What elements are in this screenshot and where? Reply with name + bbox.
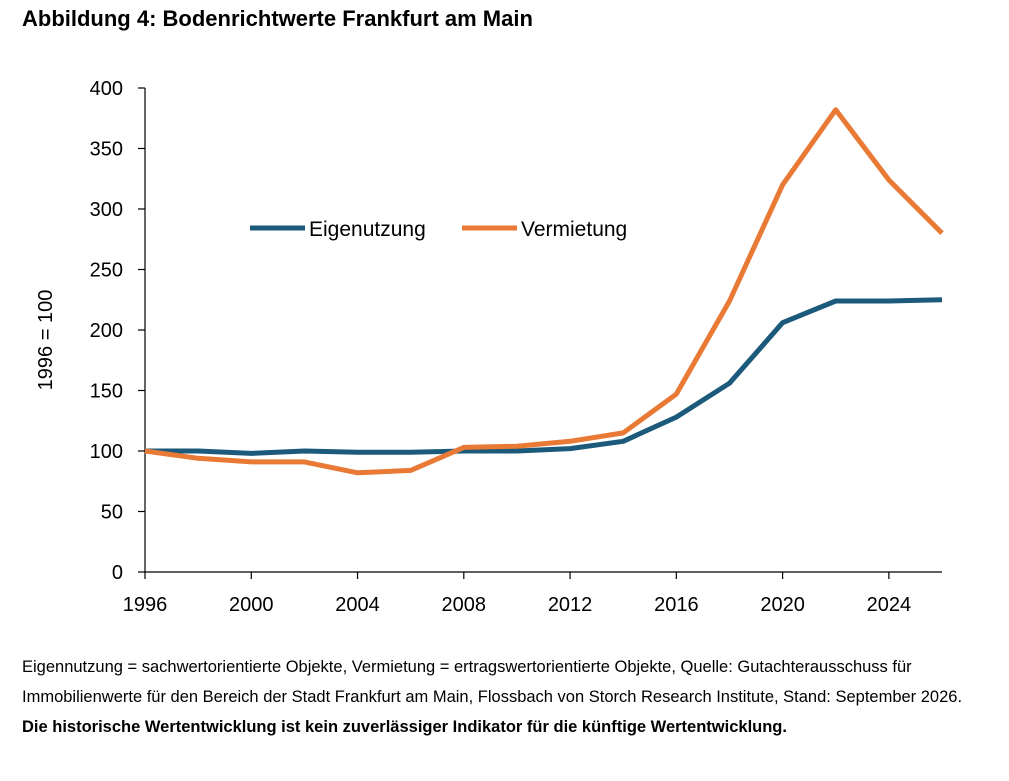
x-tick-label: 2016 (654, 594, 699, 616)
series-lines (144, 107, 944, 476)
footnote: Eigennutzung = sachwertorientierte Objek… (22, 652, 987, 742)
footnote-text: Eigennutzung = sachwertorientierte Objek… (22, 658, 963, 706)
y-axis-label: 1996 = 100 (35, 290, 57, 391)
y-tick-label: 350 (90, 139, 123, 161)
legend-label: Eigenutzung (309, 218, 426, 241)
legend: Eigenutzung Vermietung (250, 218, 627, 241)
series-line-eigenutzung (145, 297, 943, 456)
y-axis: 0 50 100 150 200 250 300 350 400 (90, 78, 146, 584)
y-tick-label: 150 (90, 381, 123, 403)
y-tick-label: 100 (90, 441, 123, 463)
x-tick-label: 1996 (123, 594, 168, 616)
x-tick-label: 2024 (867, 594, 912, 616)
legend-label: Vermietung (521, 218, 627, 241)
x-tick-label: 2000 (229, 594, 274, 616)
x-tick-label: 2008 (442, 594, 487, 616)
x-tick-label: 2020 (760, 594, 805, 616)
y-tick-label: 400 (90, 78, 123, 100)
x-axis: 1996 2000 2004 2008 2012 2016 2020 2024 (123, 571, 942, 616)
y-tick-label: 250 (90, 260, 123, 282)
y-tick-label: 0 (112, 562, 123, 584)
x-tick-label: 2012 (548, 594, 593, 616)
chart-title: Abbildung 4: Bodenrichtwerte Frankfurt a… (22, 6, 533, 31)
y-tick-label: 300 (90, 199, 123, 221)
series-line-vermietung (144, 107, 944, 476)
y-tick-label: 50 (101, 502, 123, 524)
y-tick-label: 200 (90, 320, 123, 342)
footnote-disclaimer: Die historische Wertentwicklung ist kein… (22, 718, 787, 736)
x-tick-label: 2004 (335, 594, 380, 616)
line-chart: 0 50 100 150 200 250 300 350 400 1996 2000 2004 200… (35, 78, 944, 616)
